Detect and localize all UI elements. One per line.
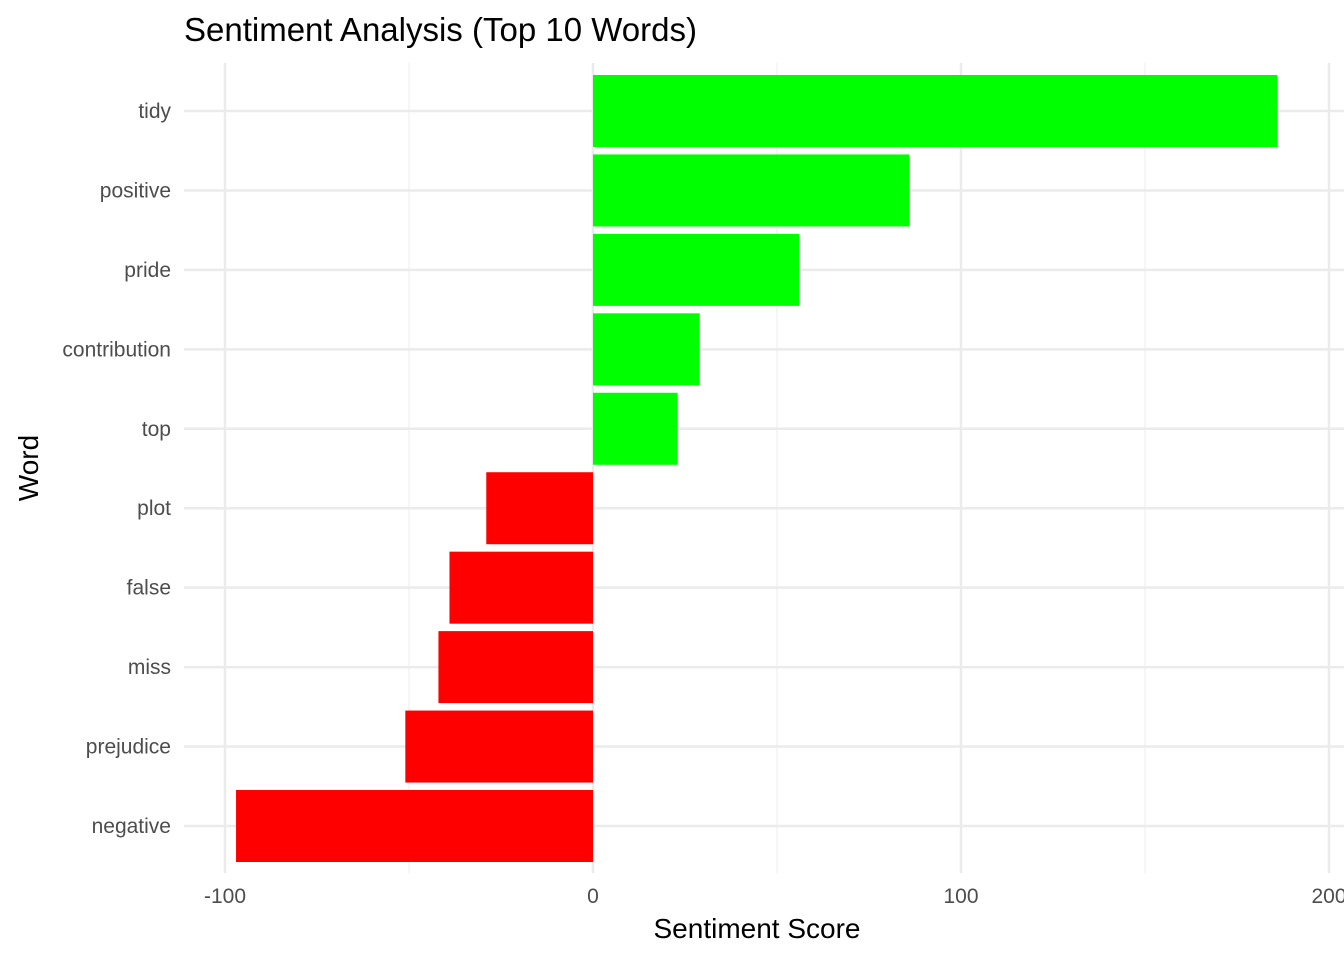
x-tick-label: 200 — [1311, 885, 1344, 908]
y-tick-label: tidy — [138, 100, 171, 123]
x-tick-labels: -100 0 100 200 — [204, 885, 1344, 908]
y-tick-label: prejudice — [86, 736, 171, 759]
bar-tidy — [593, 75, 1278, 147]
y-tick-label: contribution — [62, 338, 171, 361]
y-axis-title: Word — [13, 435, 44, 501]
y-tick-label: miss — [128, 656, 171, 679]
y-tick-label: plot — [137, 497, 171, 520]
y-tick-label: positive — [100, 179, 171, 202]
y-tick-label: false — [127, 577, 171, 600]
x-axis-title: Sentiment Score — [654, 913, 861, 944]
y-tick-labels: tidy positive pride contribution top plot fals… — [62, 100, 171, 838]
bar-top — [593, 392, 678, 465]
y-tick-label: negative — [92, 815, 171, 838]
y-tick-label: pride — [124, 259, 171, 282]
bar-miss — [438, 631, 593, 704]
bar-pride — [593, 233, 800, 306]
bar-negative — [236, 790, 594, 862]
bar-prejudice — [405, 710, 593, 783]
x-tick-label: -100 — [204, 885, 246, 908]
y-tick-label: top — [142, 418, 171, 441]
x-tick-label: 0 — [587, 885, 599, 908]
bar-positive — [593, 154, 910, 227]
gridlines — [184, 63, 1344, 873]
bar-contribution — [593, 313, 700, 386]
bar-plot — [486, 472, 593, 545]
bar-false — [449, 551, 593, 624]
bars — [236, 75, 1278, 862]
chart-title: Sentiment Analysis (Top 10 Words) — [184, 11, 697, 48]
x-tick-label: 100 — [943, 885, 978, 908]
